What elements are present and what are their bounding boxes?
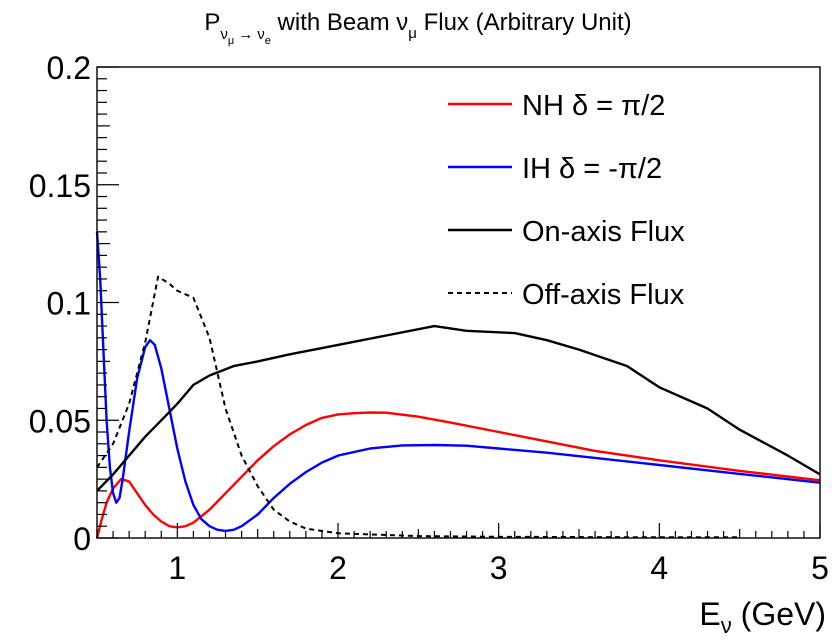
y-tick-label: 0.05 (29, 403, 91, 439)
y-tick-label: 0 (73, 521, 91, 557)
x-tick-label: 2 (329, 550, 347, 586)
y-tick-label: 0.15 (29, 168, 91, 204)
x-tick-label: 4 (650, 550, 668, 586)
series-line-1 (95, 411, 821, 539)
axes: 1 2 3 4 5 0 0.05 0.1 0.15 0.2 (29, 50, 829, 586)
y-tick-label: 0.2 (47, 50, 91, 86)
x-tick-label: 1 (168, 550, 186, 586)
title-p: P (204, 9, 220, 36)
x-axis-label: Eν (GeV) (699, 596, 826, 638)
series-line-4 (96, 275, 740, 539)
plot-area (95, 231, 821, 539)
title-rest-end: Flux (Arbitrary Unit) (417, 9, 632, 36)
series-line-3 (96, 324, 821, 492)
legend-label-2: IH δ = -π/2 (522, 153, 662, 185)
legend-label-4: Off-axis Flux (522, 279, 685, 311)
title-sub-e: e (265, 35, 271, 47)
title-sub-mu: μ (228, 35, 234, 47)
legend: NH δ = π/2 IH δ = -π/2 On-axis Flux Off-axi… (448, 90, 685, 311)
title-sub-nu2: ν (257, 26, 265, 43)
title-rest-mu: μ (408, 25, 417, 42)
title-arrow: → (238, 26, 253, 43)
xlabel-e: E (699, 596, 720, 632)
xlabel-nu: ν (721, 613, 732, 638)
legend-label-3: On-axis Flux (522, 216, 685, 248)
title-rest: with Beam ν (271, 9, 408, 36)
x-tick-label: 5 (811, 550, 829, 586)
title-sub-nu: ν (220, 26, 228, 43)
legend-label-1: NH δ = π/2 (522, 90, 665, 122)
y-tick-label: 0.1 (47, 286, 91, 322)
x-tick-label: 3 (490, 550, 508, 586)
chart-title: Pνμ → νe with Beam νμ Flux (Arbitrary Unit… (204, 9, 631, 47)
series-line-2 (95, 231, 821, 533)
xlabel-unit: (GeV) (732, 596, 826, 632)
